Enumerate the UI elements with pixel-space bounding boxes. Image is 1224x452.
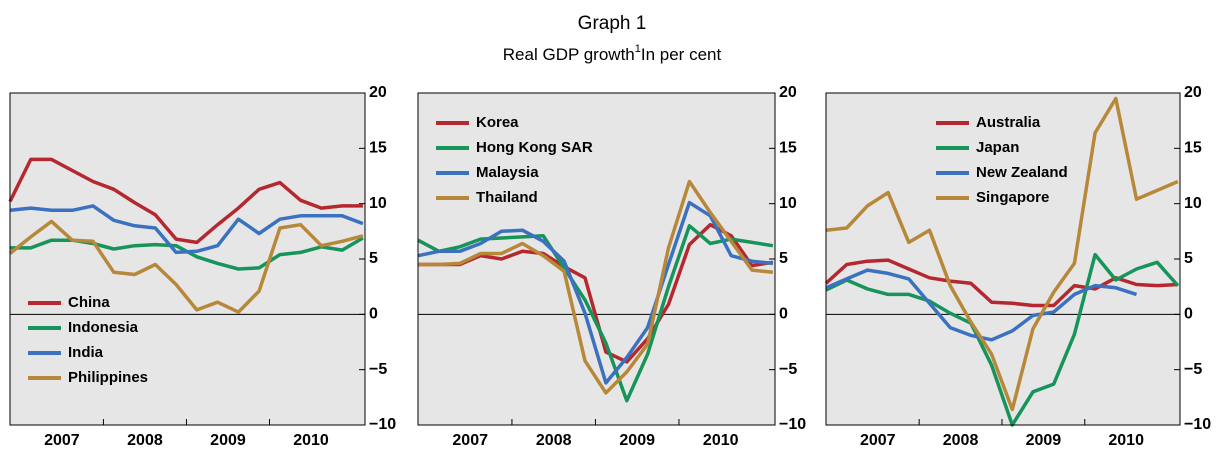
plot-frame: [9, 92, 366, 426]
x-tick-label: 2007: [44, 432, 80, 449]
legend-label: Korea: [476, 114, 519, 131]
y-tick-label: −10: [369, 416, 396, 433]
x-tick-label: 2010: [293, 432, 329, 449]
y-tick-label: 20: [1184, 84, 1202, 101]
panel: −10 −5 0 5 10 15 20 2007 2008 2009 2010 Australia Ja…: [824, 84, 1211, 449]
panel: −10 −5 0 5 10 15 20 2007 2008 2009 2010 Korea Hong K…: [417, 84, 806, 449]
x-tick-label: 2009: [1026, 432, 1062, 449]
plot-background: [418, 93, 775, 425]
x-tick-label: 2010: [1108, 432, 1144, 449]
legend-label: New Zealand: [976, 164, 1068, 181]
legend-label: Philippines: [68, 369, 148, 386]
series-line: [825, 96, 1179, 412]
figure-subtitle: Real GDP growth1In per cent: [503, 43, 722, 65]
series-line: [825, 252, 1180, 427]
legend-label: Thailand: [476, 189, 538, 206]
x-tick-label: 2008: [127, 432, 163, 449]
y-tick-label: 20: [369, 84, 387, 101]
y-tick-label: −10: [779, 416, 806, 433]
legend-label: Singapore: [976, 189, 1049, 206]
series-line: [418, 179, 774, 395]
plot-frame: [825, 92, 1181, 426]
legend-label: China: [68, 294, 110, 311]
x-tick-label: 2010: [703, 432, 739, 449]
figure-title: Graph 1: [578, 13, 647, 34]
y-tick-label: −5: [369, 361, 387, 378]
series-line: [9, 204, 364, 255]
y-tick-label: 0: [1184, 306, 1193, 323]
footnote-mark: 1: [635, 43, 641, 55]
legend-label: India: [68, 344, 104, 361]
x-tick-label: 2007: [452, 432, 488, 449]
y-tick-label: 10: [1184, 195, 1202, 212]
series-line: [8, 219, 364, 314]
y-tick-label: 15: [779, 140, 797, 157]
y-tick-label: 5: [779, 250, 788, 267]
y-tick-label: 15: [369, 140, 387, 157]
legend-label: Indonesia: [68, 319, 139, 336]
legend-label: Malaysia: [476, 164, 539, 181]
x-tick-label: 2008: [943, 432, 979, 449]
y-tick-label: 10: [369, 195, 387, 212]
subtitle-note: In per cent: [641, 45, 722, 64]
y-tick-label: 10: [779, 195, 797, 212]
panel: −10 −5 0 5 10 15 20 2007 2008 2009 2010 China Indone…: [8, 84, 396, 449]
legend-label: Japan: [976, 139, 1019, 156]
y-tick-label: 5: [1184, 250, 1193, 267]
y-tick-label: −5: [779, 361, 797, 378]
series-line: [8, 157, 363, 245]
y-tick-label: 0: [779, 306, 788, 323]
x-tick-label: 2009: [619, 432, 655, 449]
series-line: [417, 224, 774, 403]
y-tick-label: −10: [1184, 416, 1211, 433]
y-tick-label: 0: [369, 306, 378, 323]
legend-label: Australia: [976, 114, 1041, 131]
x-tick-label: 2009: [210, 432, 246, 449]
series-line: [418, 222, 774, 364]
y-tick-label: 20: [779, 84, 797, 101]
x-tick-label: 2008: [536, 432, 572, 449]
y-tick-label: 5: [369, 250, 378, 267]
legend-label: Hong Kong SAR: [476, 139, 593, 156]
x-tick-label: 2007: [860, 432, 896, 449]
series-line: [417, 200, 774, 385]
subtitle-text: Real GDP growth: [503, 45, 635, 64]
plot-background: [10, 93, 365, 425]
plot-frame: [417, 92, 776, 426]
y-tick-label: 15: [1184, 140, 1202, 157]
y-tick-label: −5: [1184, 361, 1202, 378]
